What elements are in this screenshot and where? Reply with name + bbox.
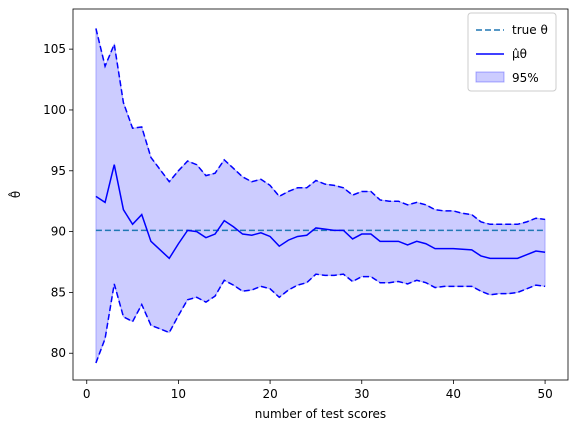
ci-lower-line [95,273,546,364]
y-tick-label: 105 [43,42,66,56]
y-tick-label: 80 [51,346,66,360]
x-tick-label: 40 [446,387,461,401]
y-tick-label: 100 [43,103,66,117]
mean-line [95,164,546,260]
x-tick-label: 0 [83,387,91,401]
legend-label-true-theta: true θ [512,23,548,37]
x-tick-label: 50 [537,387,552,401]
axes-frame [72,8,569,381]
x-tick-label: 30 [354,387,369,401]
legend-frame [467,12,557,92]
y-axis-label: θ̂ [7,191,23,198]
legend: true θ μ̂θ 95% [467,12,557,92]
y-tick-label: 90 [51,225,66,239]
y-tick-label: 95 [51,164,66,178]
x-axis-label: number of test scores [255,407,386,421]
legend-label-mean: μ̂θ [512,47,527,61]
y-tick-label: 85 [51,285,66,299]
x-tick-label: 10 [171,387,186,401]
x-tick-label: 20 [262,387,277,401]
legend-label-ci: 95% [512,71,539,85]
legend-swatch-ci [475,71,505,83]
